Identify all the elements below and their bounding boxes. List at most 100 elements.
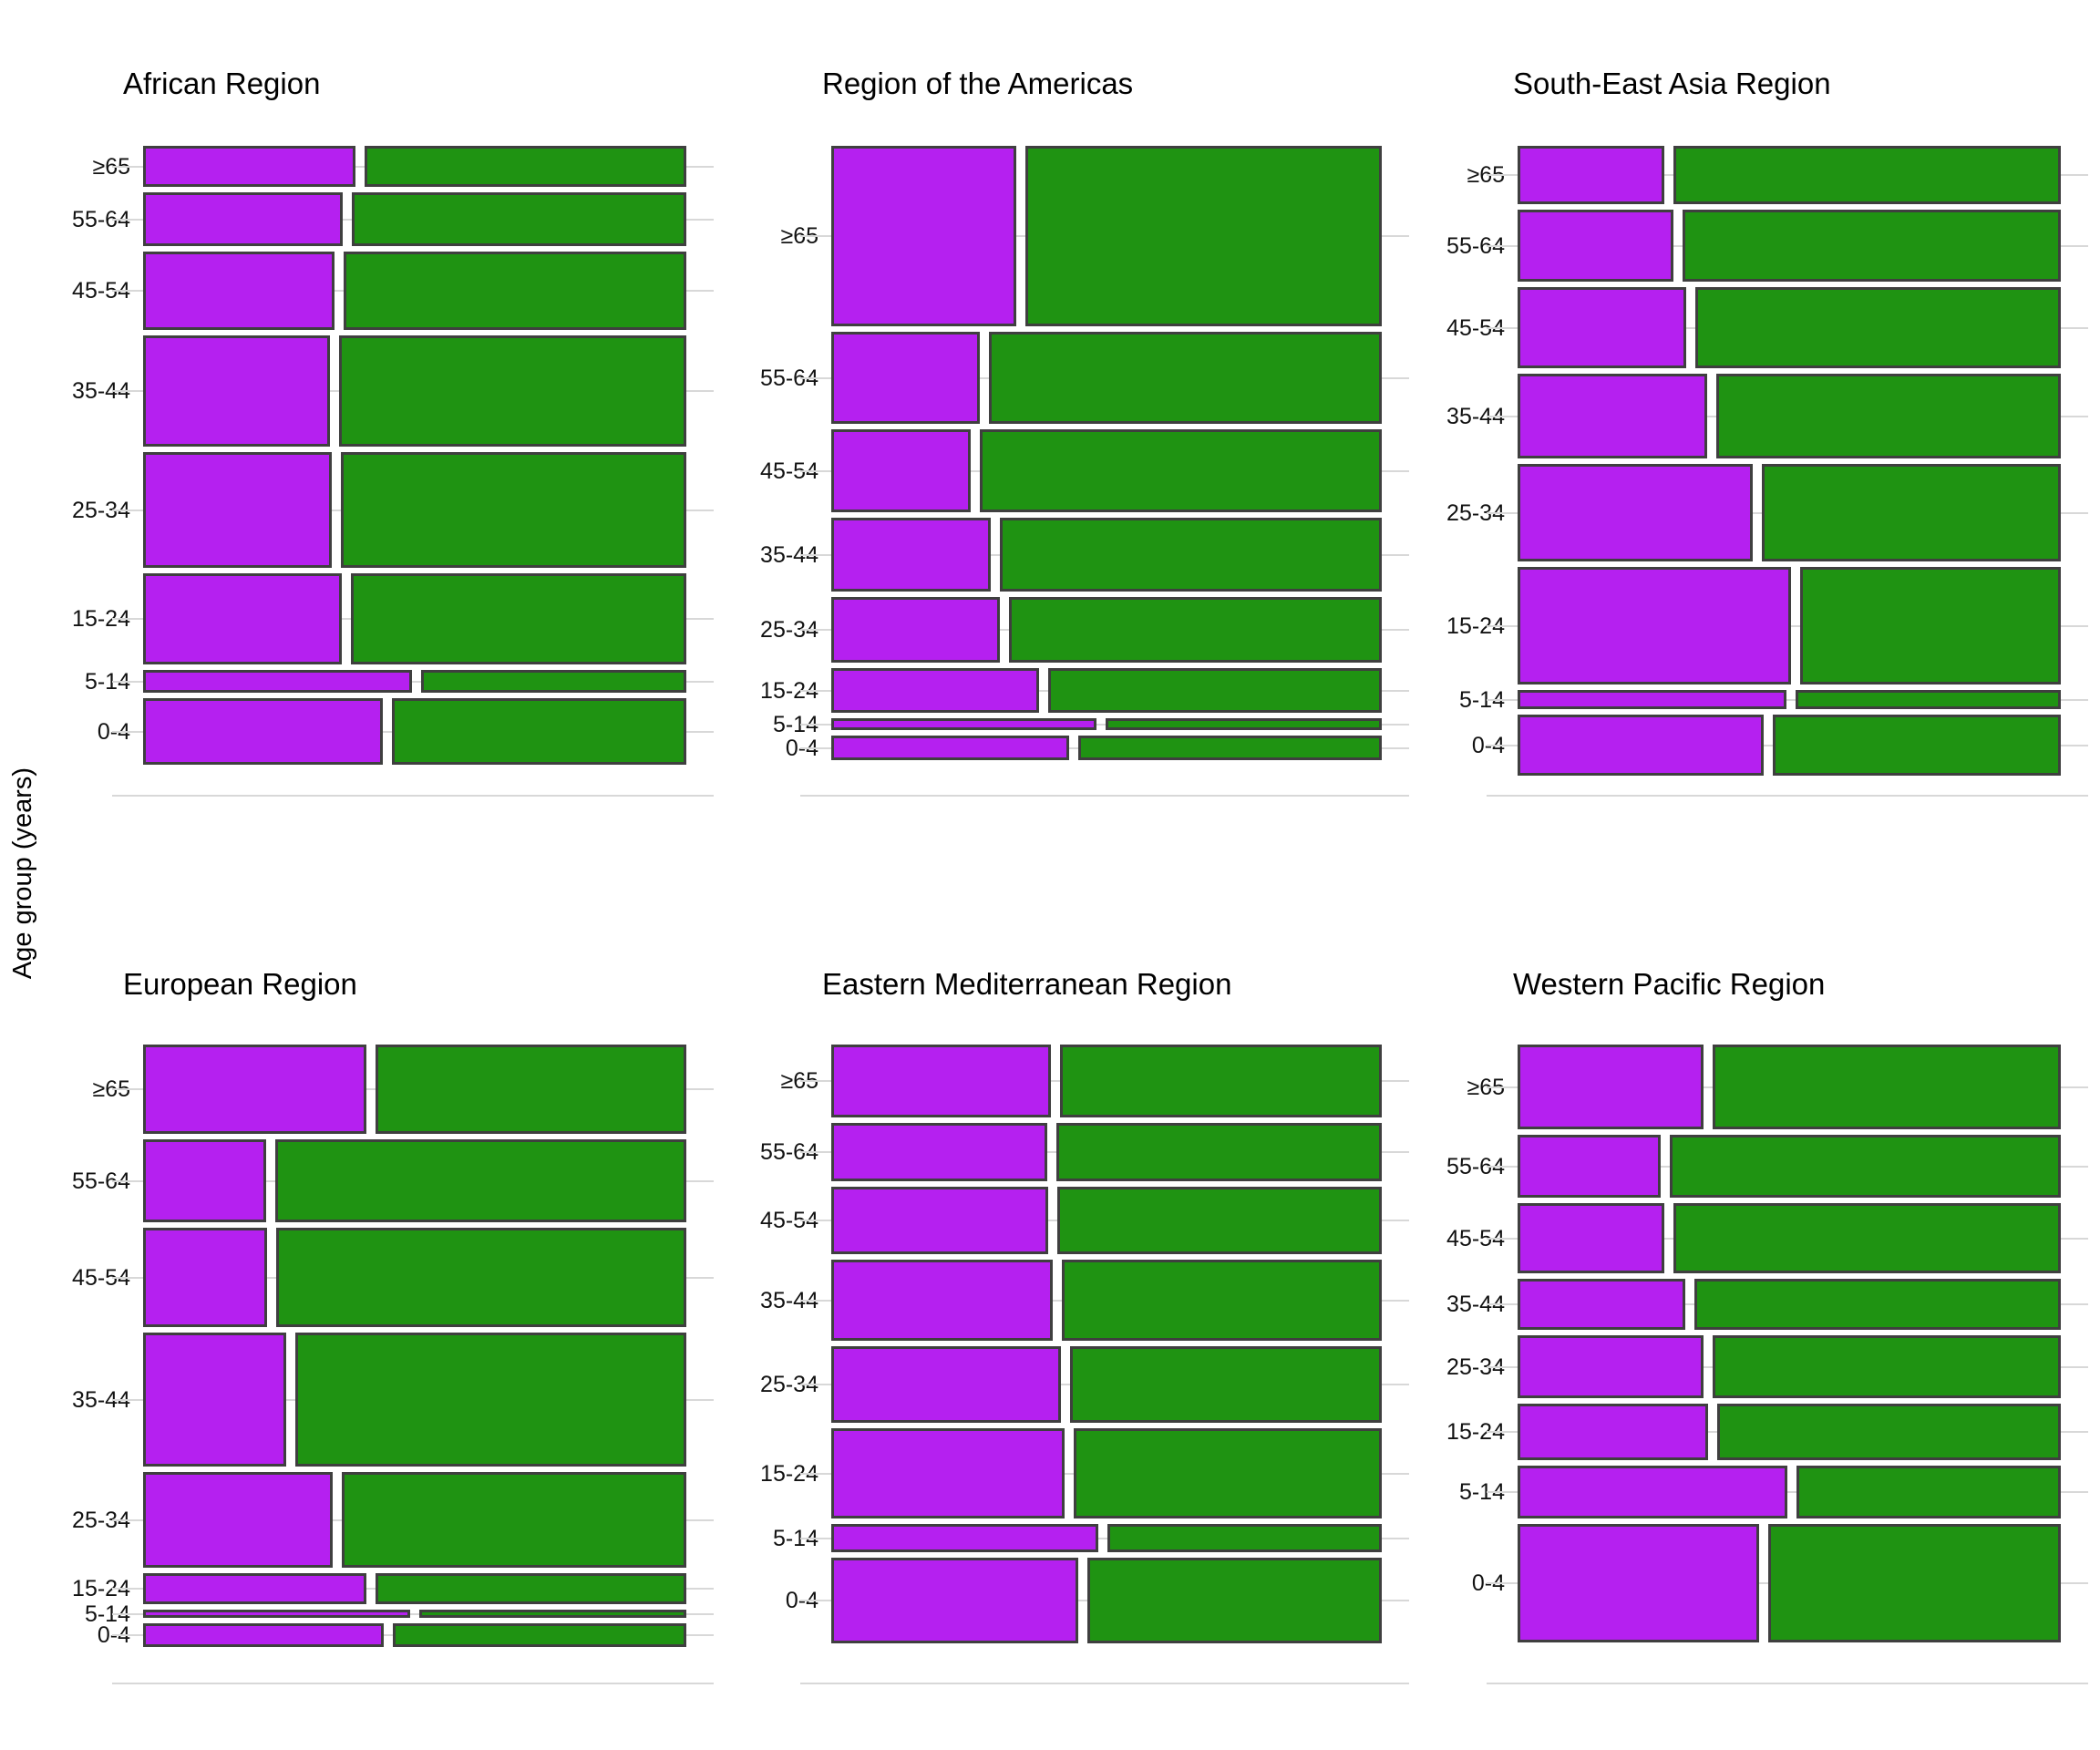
bar-green-segment	[1087, 1558, 1382, 1643]
bar-purple-segment	[831, 1123, 1047, 1181]
row-gridline	[112, 681, 714, 683]
bar-purple-segment	[1518, 146, 1664, 204]
bar-purple-segment	[831, 1524, 1098, 1552]
bar-green-segment	[351, 573, 686, 664]
bar-purple-segment	[143, 1228, 267, 1327]
age-axis-label: 15-24	[72, 1576, 130, 1601]
bar-purple-segment	[831, 429, 971, 512]
age-axis-label: 35-44	[72, 1387, 130, 1413]
bar-green-segment	[392, 698, 686, 765]
bar-green-segment	[1070, 1346, 1382, 1423]
bar-purple-segment	[143, 335, 330, 447]
bar-purple-segment	[143, 252, 335, 330]
bar-green-segment	[1796, 1466, 2061, 1518]
bar-purple-segment	[1518, 1404, 1708, 1460]
bar-green-segment	[352, 192, 686, 246]
row-gridline	[1487, 1491, 2088, 1493]
bar-green-segment	[1074, 1428, 1382, 1518]
panel-title: European Region	[123, 967, 357, 1001]
bar-purple-segment	[143, 1472, 333, 1568]
age-axis-label: 45-54	[72, 278, 130, 304]
row-gridline	[800, 724, 1409, 726]
bar-green-segment	[980, 429, 1382, 512]
bar-purple-segment	[1518, 1045, 1704, 1129]
bar-green-segment	[1009, 597, 1382, 663]
row-gridline	[800, 1538, 1409, 1539]
bar-purple-segment	[831, 736, 1069, 760]
bar-purple-segment	[831, 1346, 1061, 1423]
bar-green-segment	[1768, 1524, 2061, 1642]
age-axis-label: 55-64	[72, 1168, 130, 1194]
bar-purple-segment	[831, 718, 1096, 730]
bar-purple-segment	[143, 573, 342, 664]
bar-green-segment	[1106, 718, 1382, 730]
bar-green-segment	[989, 332, 1382, 424]
bar-purple-segment	[1518, 374, 1707, 458]
bar-green-segment	[393, 1623, 686, 1647]
bar-green-segment	[1796, 690, 2061, 709]
bar-purple-segment	[143, 1139, 266, 1222]
bar-purple-segment	[143, 1573, 366, 1604]
bar-green-segment	[275, 1139, 686, 1222]
bar-green-segment	[1762, 464, 2061, 561]
bar-green-segment	[1800, 567, 2061, 685]
bar-green-segment	[1773, 715, 2061, 776]
bar-purple-segment	[831, 332, 980, 424]
bar-purple-segment	[831, 1558, 1078, 1643]
bar-purple-segment	[831, 518, 991, 592]
bar-purple-segment	[1518, 567, 1791, 685]
bar-purple-segment	[1518, 210, 1673, 282]
bar-green-segment	[341, 452, 686, 568]
bar-green-segment	[1025, 146, 1382, 326]
bar-green-segment	[421, 670, 686, 693]
bar-purple-segment	[831, 1187, 1048, 1254]
panel-baseline	[1487, 1683, 2088, 1684]
age-axis-label: 15-24	[72, 606, 130, 632]
bar-purple-segment	[831, 668, 1039, 713]
bar-green-segment	[1670, 1135, 2061, 1198]
panel-baseline	[112, 795, 714, 797]
age-axis-label: ≥65	[92, 1076, 130, 1102]
age-axis-label: 55-64	[72, 207, 130, 232]
bar-green-segment	[376, 1045, 686, 1134]
panel-title: Western Pacific Region	[1513, 967, 1826, 1001]
bar-purple-segment	[143, 192, 343, 246]
bar-green-segment	[1713, 1335, 2061, 1398]
age-axis-label: 0-4	[97, 719, 130, 745]
bar-green-segment	[339, 335, 686, 447]
bar-purple-segment	[143, 1623, 384, 1647]
bar-green-segment	[1717, 1404, 2061, 1460]
age-axis-label: 5-14	[84, 669, 130, 695]
panel-title: African Region	[123, 67, 321, 100]
bar-purple-segment	[143, 670, 412, 693]
age-axis-label: 25-34	[72, 498, 130, 523]
bar-green-segment	[344, 252, 686, 330]
panel-baseline	[112, 1683, 714, 1684]
row-gridline	[1487, 699, 2088, 701]
age-axis-label: 35-44	[72, 378, 130, 404]
bar-purple-segment	[1518, 1466, 1787, 1518]
bar-purple-segment	[1518, 287, 1686, 368]
age-axis-label: 45-54	[72, 1265, 130, 1291]
bar-purple-segment	[143, 1610, 410, 1618]
bar-green-segment	[1695, 287, 2061, 368]
bar-green-segment	[1060, 1045, 1382, 1117]
bar-green-segment	[1673, 1203, 2061, 1273]
bar-purple-segment	[143, 698, 383, 765]
bar-green-segment	[1716, 374, 2061, 458]
bar-purple-segment	[1518, 464, 1753, 561]
bar-purple-segment	[143, 452, 332, 568]
bar-green-segment	[1683, 210, 2061, 282]
bar-purple-segment	[143, 1045, 366, 1134]
bar-purple-segment	[1518, 1135, 1661, 1198]
age-axis-label: ≥65	[92, 154, 130, 180]
bar-green-segment	[1062, 1260, 1382, 1341]
bar-green-segment	[1057, 1187, 1382, 1254]
bar-green-segment	[1078, 736, 1382, 760]
bar-purple-segment	[831, 146, 1016, 326]
bar-green-segment	[1056, 1123, 1382, 1181]
bar-purple-segment	[1518, 1203, 1664, 1273]
bar-green-segment	[1713, 1045, 2061, 1129]
bar-green-segment	[1107, 1524, 1382, 1552]
bar-green-segment	[1694, 1279, 2061, 1330]
